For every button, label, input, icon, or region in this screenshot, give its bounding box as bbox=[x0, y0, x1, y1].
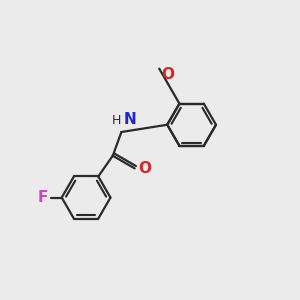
Text: N: N bbox=[124, 112, 136, 127]
Text: H: H bbox=[111, 114, 121, 127]
Text: O: O bbox=[139, 161, 152, 176]
Text: O: O bbox=[162, 67, 175, 82]
Text: F: F bbox=[38, 190, 48, 205]
